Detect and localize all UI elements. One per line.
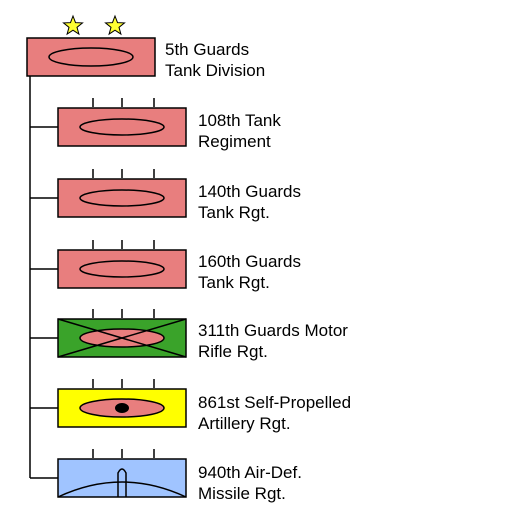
unit-label-160th: 160th Guards Tank Rgt. bbox=[198, 251, 301, 293]
unit-label-861st: 861st Self-Propelled Artillery Rgt. bbox=[198, 392, 351, 434]
unit-symbol-armor bbox=[57, 98, 187, 147]
rank-star-icon bbox=[104, 14, 126, 36]
hq-frame bbox=[26, 37, 156, 77]
unit-symbol-air-defense-missile bbox=[57, 449, 187, 498]
armor-track-icon bbox=[79, 118, 165, 136]
unit-name-line1: 940th Air-Def. bbox=[198, 463, 302, 482]
hq-name-line1: 5th Guards bbox=[165, 40, 250, 59]
unit-name-line1: 108th Tank bbox=[198, 111, 281, 130]
unit-frame bbox=[57, 107, 187, 147]
unit-symbol-armor bbox=[57, 240, 187, 289]
missile-icon bbox=[117, 468, 127, 497]
unit-name-line1: 160th Guards bbox=[198, 252, 302, 271]
unit-name-line2: Tank Rgt. bbox=[198, 203, 270, 222]
unit-frame bbox=[57, 458, 187, 498]
unit-label-140th: 140th Guards Tank Rgt. bbox=[198, 181, 301, 223]
unit-label-940th: 940th Air-Def. Missile Rgt. bbox=[198, 462, 302, 504]
hq-name-line2: Tank Division bbox=[165, 61, 266, 80]
unit-name-line2: Rifle Rgt. bbox=[198, 342, 268, 361]
unit-name-line2: Regiment bbox=[198, 132, 271, 151]
unit-symbol-motor-rifle bbox=[57, 309, 187, 358]
armor-track-icon bbox=[79, 260, 165, 278]
unit-name-line2: Tank Rgt. bbox=[198, 273, 270, 292]
hq-symbol bbox=[26, 37, 156, 77]
unit-name-line2: Artillery Rgt. bbox=[198, 414, 291, 433]
armor-track-icon bbox=[79, 189, 165, 207]
infantry-cross-icon bbox=[57, 318, 187, 358]
armor-track-icon bbox=[48, 47, 134, 67]
unit-frame bbox=[57, 249, 187, 289]
rank-star-icon bbox=[62, 14, 84, 36]
unit-symbol-armor bbox=[57, 169, 187, 218]
air-defense-arc-icon bbox=[57, 481, 187, 498]
unit-name-line1: 861st Self-Propelled bbox=[198, 393, 352, 412]
unit-name-line1: 311th Guards Motor bbox=[198, 321, 348, 340]
unit-symbol-self-propelled-artillery bbox=[57, 379, 187, 428]
unit-name-line2: Missile Rgt. bbox=[198, 484, 286, 503]
unit-label-108th: 108th Tank Regiment bbox=[198, 110, 281, 152]
unit-label-311th: 311th Guards Motor Rifle Rgt. bbox=[198, 320, 348, 362]
artillery-dot-icon bbox=[115, 403, 129, 413]
unit-frame bbox=[57, 178, 187, 218]
unit-name-line1: 140th Guards bbox=[198, 182, 302, 201]
hq-label: 5th Guards Tank Division bbox=[165, 39, 265, 81]
